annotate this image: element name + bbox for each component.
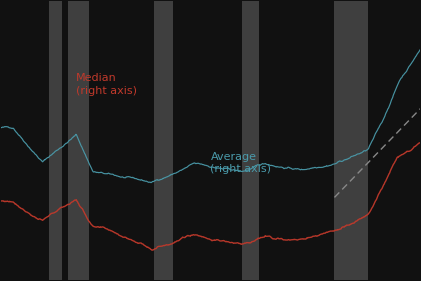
Bar	[68, 1, 89, 280]
Text: Average
(right axis): Average (right axis)	[210, 152, 272, 174]
Bar	[334, 1, 368, 280]
Bar	[49, 1, 61, 280]
Bar	[242, 1, 259, 280]
Bar	[154, 1, 173, 280]
Text: Median
(right axis): Median (right axis)	[76, 73, 137, 96]
